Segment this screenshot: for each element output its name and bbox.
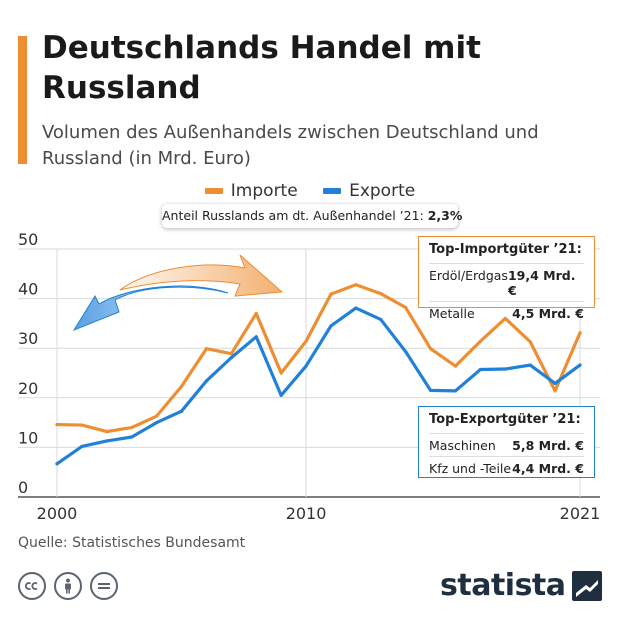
y-tick-label: 30 (18, 329, 38, 348)
data-point-importe (578, 331, 582, 335)
legend: Importe Exporte (0, 179, 620, 201)
export-arrow-icon (72, 285, 229, 332)
data-point-exporte (453, 389, 458, 393)
legend-item-exporte: Exporte (323, 181, 415, 201)
import-box-title: Top-Importgüter ’21: (429, 242, 582, 257)
export-row: Kfz und -Teile 4,4 Mrd. € (429, 456, 584, 479)
import-arrow-icon (119, 254, 284, 297)
license-icons (18, 572, 126, 600)
import-goods-box: Top-Importgüter ’21: Erdöl/Erdgas 19,4 M… (418, 236, 595, 321)
y-tick-label: 50 (18, 230, 38, 249)
data-point-exporte (155, 421, 159, 425)
data-point-exporte (553, 381, 557, 386)
legend-label-importe: Importe (230, 181, 298, 201)
export-item-label: Maschinen (429, 438, 496, 453)
cc-icon[interactable] (18, 572, 46, 600)
data-point-exporte (379, 317, 383, 322)
data-point-exporte (404, 350, 408, 354)
import-row: Metalle 4,5 Mrd. € (429, 301, 584, 324)
import-item-value: 4,5 Mrd. € (512, 306, 584, 321)
data-point-importe (379, 292, 383, 296)
by-person-icon[interactable] (54, 572, 82, 600)
data-point-importe (528, 340, 532, 344)
y-tick-label: 40 (18, 280, 38, 299)
data-point-importe (453, 364, 458, 368)
data-point-importe (179, 384, 184, 388)
data-point-exporte (503, 367, 507, 371)
data-point-exporte (478, 367, 482, 372)
share-value: 2,3% (427, 208, 463, 223)
source-note: Quelle: Statistisches Bundesamt (18, 535, 246, 551)
data-point-importe (105, 429, 109, 434)
data-point-importe (478, 339, 482, 343)
data-point-importe (55, 422, 59, 427)
import-item-value: 19,4 Mrd. € (507, 268, 576, 298)
data-point-exporte (80, 444, 84, 449)
y-tick-label: 10 (18, 428, 38, 447)
data-point-exporte (279, 393, 283, 397)
data-point-exporte (578, 363, 582, 367)
legend-swatch-exporte (323, 188, 342, 194)
chart-subtitle: Volumen des Außenhandels zwischen Deutsc… (42, 122, 539, 169)
data-point-importe (354, 283, 358, 287)
export-item-value: 5,8 Mrd. € (512, 438, 584, 453)
data-point-importe (155, 414, 159, 418)
legend-label-exporte: Exporte (349, 181, 416, 201)
series-line-importe (55, 283, 582, 434)
data-point-importe (80, 423, 84, 427)
data-point-exporte (254, 335, 258, 339)
export-box-title: Top-Exportgüter ’21: (429, 412, 581, 427)
data-point-importe (304, 339, 308, 343)
data-point-importe (329, 292, 333, 296)
export-item-value: 4,4 Mrd. € (512, 461, 584, 476)
data-point-exporte (204, 379, 209, 383)
data-point-exporte (130, 435, 134, 439)
data-point-importe (553, 389, 557, 393)
data-point-exporte (354, 306, 358, 310)
data-point-importe (204, 347, 209, 351)
share-label: Anteil Russlands am dt. Außenhandel ’21: (162, 208, 424, 223)
statista-mark-icon (571, 570, 602, 601)
brand-name: statista (440, 568, 566, 603)
export-item-label: Kfz und -Teile (429, 461, 512, 476)
y-tick-label: 0 (18, 478, 28, 497)
nd-equals-icon[interactable] (90, 572, 118, 600)
data-point-importe (279, 371, 283, 375)
data-point-exporte (105, 439, 109, 443)
export-goods-box: Top-Exportgüter ’21: Maschinen 5,8 Mrd. … (418, 406, 595, 478)
x-tick-label: 2000 (37, 504, 78, 523)
import-row: Erdöl/Erdgas 19,4 Mrd. € (429, 263, 584, 301)
statista-logo[interactable]: statista (440, 568, 602, 603)
data-point-exporte (528, 363, 532, 367)
import-item-label: Erdöl/Erdgas (429, 268, 508, 283)
data-point-exporte (428, 388, 433, 392)
series-line-exporte (55, 306, 582, 466)
x-tick-label: 2010 (286, 504, 327, 523)
chart-title: Deutschlands Handel mit Russland (42, 30, 481, 106)
data-point-exporte (304, 364, 308, 368)
data-point-importe (130, 425, 134, 430)
export-row: Maschinen 5,8 Mrd. € (429, 433, 584, 456)
data-point-importe (503, 316, 507, 321)
data-point-importe (404, 305, 408, 310)
data-point-exporte (229, 356, 233, 360)
legend-swatch-importe (204, 188, 223, 194)
y-tick-label: 20 (18, 379, 38, 398)
x-tick-label: 2021 (560, 504, 601, 523)
data-point-exporte (179, 409, 184, 413)
share-box: Anteil Russlands am dt. Außenhandel ’21:… (162, 204, 462, 228)
data-point-importe (229, 352, 233, 356)
accent-bar (18, 36, 27, 164)
data-point-importe (428, 347, 433, 351)
legend-item-importe: Importe (204, 181, 298, 201)
data-point-exporte (55, 462, 59, 466)
data-point-exporte (329, 324, 333, 328)
data-point-importe (254, 311, 258, 316)
import-item-label: Metalle (429, 306, 475, 321)
